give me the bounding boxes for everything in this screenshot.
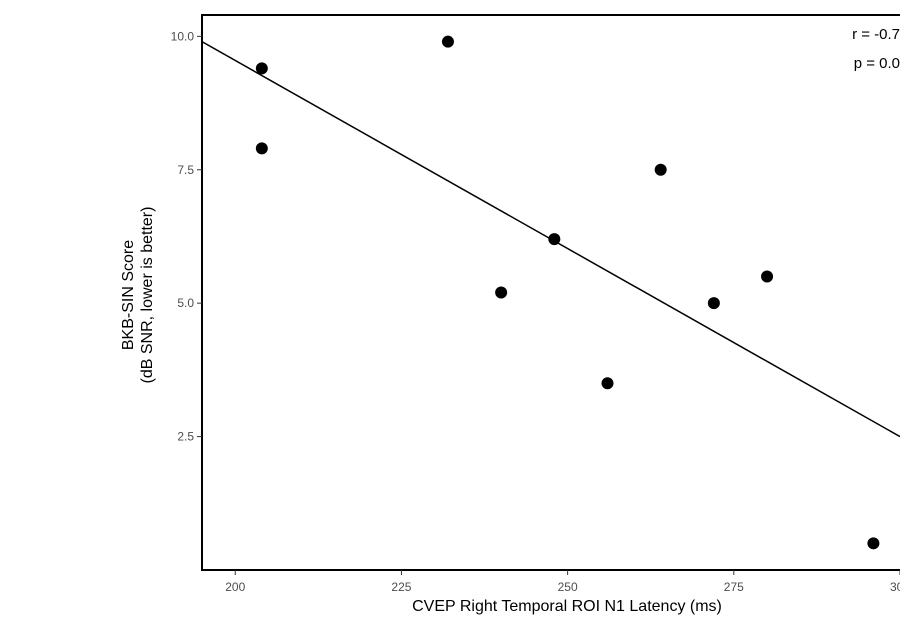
y-tick-label: 10.0 [171,29,195,43]
x-tick-label: 275 [724,580,744,594]
y-axis-title-line-2: (dB SNR, lower is better) [139,207,156,384]
data-point [441,35,454,48]
x-axis-title: CVEP Right Temporal ROI N1 Latency (ms) [412,598,722,615]
y-tick-label: 2.5 [177,430,194,444]
y-tick-label: 5.0 [177,296,194,310]
data-point [654,163,667,176]
x-tick-label: 200 [225,580,245,594]
x-tick-label: 225 [391,580,411,594]
x-tick-label: 300 [890,580,900,594]
correlation-r-annotation: r = -0.7 [852,26,900,43]
data-point [495,286,508,299]
data-point [707,297,720,310]
x-tick-label: 250 [558,580,578,594]
p-value-annotation: p = 0.0 [854,55,900,72]
data-point [548,233,561,246]
plot-area: 200 225 250 275 300 2.5 5.0 7.5 10.0 [171,14,900,594]
data-point [255,62,268,75]
data-point [601,377,614,390]
y-axis-title-line-1: BKB-SIN Score [120,240,137,350]
data-point [255,142,268,155]
data-point [867,537,880,550]
y-tick-label: 7.5 [177,163,194,177]
data-point [761,270,774,283]
